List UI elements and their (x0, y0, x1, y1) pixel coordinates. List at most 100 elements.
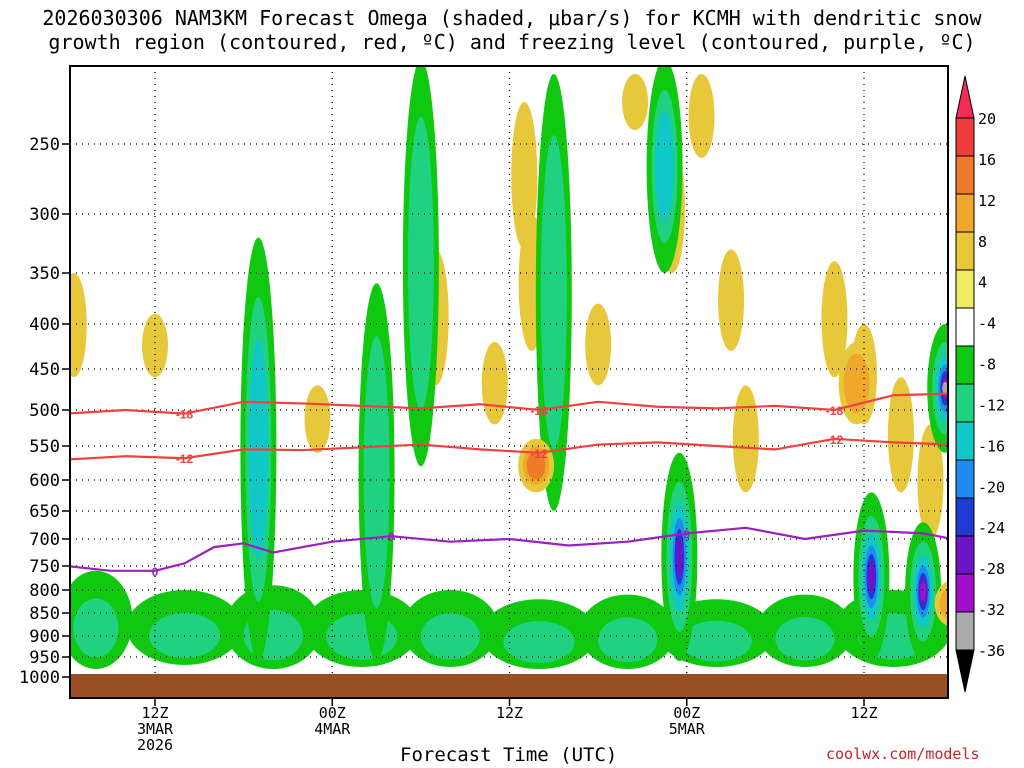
y-tick-label: 650 (29, 502, 60, 522)
x-tick-label: 3MAR (137, 720, 174, 738)
omega-descent-patch (688, 74, 715, 158)
omega-low-level-core (73, 598, 119, 658)
x-axis-label: Forecast Time (UTC) (400, 744, 618, 766)
colorbar-label: 4 (978, 274, 987, 292)
y-tick-label: 950 (29, 648, 60, 668)
x-tick-label: 2026 (137, 736, 173, 754)
x-tick-label: 00Z (319, 704, 346, 722)
freezing-level-label: 0 (388, 530, 395, 544)
ground-fill (70, 674, 948, 698)
y-axis: 250 300 350 400 450 500 550 600 650 700 750 800 850 9… (19, 135, 70, 688)
omega-ascent-plume (675, 536, 683, 578)
y-tick-label: 350 (29, 264, 60, 284)
colorbar-segment (955, 269, 975, 309)
colorbar-segment (955, 383, 975, 423)
omega-descent-patch (70, 273, 87, 378)
y-tick-label: 300 (29, 205, 60, 225)
colorbar-segment (955, 573, 975, 613)
colorbar-segment (955, 231, 975, 271)
colorbar-label: 8 (978, 233, 987, 251)
colorbar-label: 16 (978, 151, 996, 169)
y-tick-label: 700 (29, 530, 60, 550)
ground-layer (70, 674, 948, 698)
colorbar-label: -36 (978, 642, 1005, 660)
colorbar-label: -24 (978, 519, 1005, 537)
colorbar-bottom-arrow (955, 649, 975, 693)
y-tick-label: 550 (29, 437, 60, 457)
freezing-level-label: 0 (152, 565, 159, 579)
colorbar-segment (955, 611, 975, 651)
omega-ascent-plume (942, 381, 948, 395)
dgz-minus18-label: -18 (176, 408, 194, 422)
colorbar-label: -8 (978, 356, 996, 374)
dgz-minus12-label: -12 (530, 447, 548, 461)
colorbar-label: -28 (978, 560, 1005, 578)
omega-ascent-plume (363, 336, 390, 609)
x-tick-label: 12Z (141, 704, 168, 722)
omega-descent-patch (622, 74, 649, 130)
colorbar-segment (955, 459, 975, 499)
omega-shading (70, 66, 948, 669)
colorbar-segment (955, 193, 975, 233)
omega-ascent-plume (920, 581, 927, 602)
x-tick-label: 5MAR (669, 720, 706, 738)
y-tick-label: 800 (29, 581, 60, 601)
dgz-minus12-label: -12 (176, 452, 194, 466)
dgz-minus18-line (70, 392, 948, 415)
credit-link[interactable]: coolwx.com/models (826, 745, 980, 763)
omega-ascent-plume (540, 135, 567, 450)
colorbar-label: -16 (978, 437, 1005, 455)
colorbar-segment (955, 421, 975, 461)
omega-descent-patch (481, 342, 508, 425)
omega-descent-patch (718, 249, 745, 351)
x-tick-label: 00Z (673, 704, 700, 722)
omega-descent-plume (939, 587, 948, 620)
colorbar-segment (955, 345, 975, 385)
colorbar-segment (955, 307, 975, 347)
omega-descent-patch (732, 385, 759, 493)
omega-low-level-core (598, 617, 658, 663)
contour-lines: -18 -18 -18 -12 -12 -12 0 0 0 (70, 392, 948, 579)
colorbar-label: 12 (978, 192, 996, 210)
colorbar-segment (955, 155, 975, 195)
colorbar-top-arrow (955, 75, 975, 119)
colorbar-label: -32 (978, 601, 1005, 619)
omega-ascent-plume (867, 560, 875, 594)
colorbar-label: 20 (978, 110, 996, 128)
omega-low-level-core (420, 613, 481, 660)
dgz-minus12-line (70, 437, 948, 461)
x-tick-label: 12Z (850, 704, 877, 722)
y-tick-label: 900 (29, 627, 60, 647)
omega-descent-patch (511, 102, 538, 250)
y-tick-label: 500 (29, 401, 60, 421)
y-tick-label: 450 (29, 360, 60, 380)
omega-ascent-plume (407, 116, 434, 410)
y-tick-label: 1000 (19, 668, 60, 688)
colorbar-segment (955, 497, 975, 537)
y-tick-label: 600 (29, 471, 60, 491)
omega-descent-patch (917, 424, 944, 539)
chart-subtitle: growth region (contoured, red, ºC) and f… (48, 30, 976, 54)
omega-descent-patch (142, 313, 168, 378)
omega-low-level-core (775, 617, 835, 661)
omega-descent-patch (304, 385, 331, 453)
omega-descent-patch (821, 261, 848, 378)
x-tick-label: 12Z (496, 704, 523, 722)
y-tick-label: 250 (29, 135, 60, 155)
omega-descent-plume (526, 451, 546, 480)
y-tick-label: 400 (29, 315, 60, 335)
omega-low-level-core (503, 621, 575, 664)
colorbar-label: -20 (978, 478, 1005, 496)
colorbar: 20 16 12 8 4 -4 -8 -12 -16 -20 -24 -28 -32 -36 (955, 75, 1005, 693)
y-tick-label: 750 (29, 557, 60, 577)
omega-descent-patch (887, 377, 914, 493)
chart-title: 2026030306 NAM3KM Forecast Omega (shaded… (42, 6, 982, 30)
x-tick-label: 4MAR (314, 720, 351, 738)
freezing-level-line (70, 526, 948, 572)
dgz-minus18-label: -18 (826, 404, 844, 418)
colorbar-segment (955, 535, 975, 575)
freezing-level-label: 0 (683, 527, 690, 541)
colorbar-segment (955, 117, 975, 157)
